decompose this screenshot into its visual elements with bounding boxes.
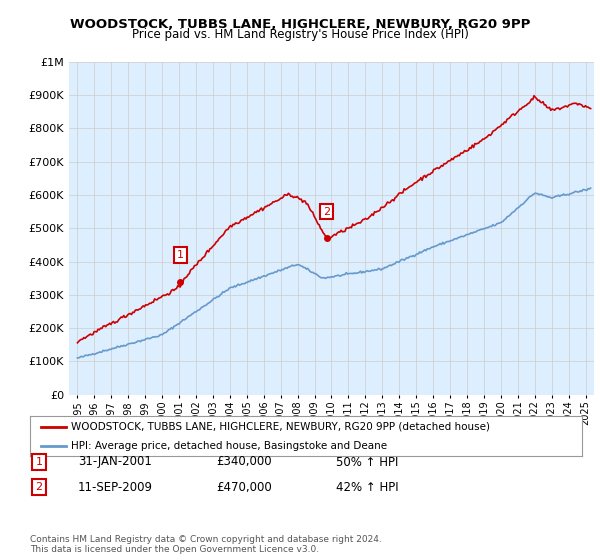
- Text: Price paid vs. HM Land Registry's House Price Index (HPI): Price paid vs. HM Land Registry's House …: [131, 28, 469, 41]
- Text: Contains HM Land Registry data © Crown copyright and database right 2024.: Contains HM Land Registry data © Crown c…: [30, 535, 382, 544]
- Text: 11-SEP-2009: 11-SEP-2009: [78, 480, 153, 494]
- Text: WOODSTOCK, TUBBS LANE, HIGHCLERE, NEWBURY, RG20 9PP (detached house): WOODSTOCK, TUBBS LANE, HIGHCLERE, NEWBUR…: [71, 422, 490, 432]
- Text: This data is licensed under the Open Government Licence v3.0.: This data is licensed under the Open Gov…: [30, 545, 319, 554]
- Text: WOODSTOCK, TUBBS LANE, HIGHCLERE, NEWBURY, RG20 9PP: WOODSTOCK, TUBBS LANE, HIGHCLERE, NEWBUR…: [70, 18, 530, 31]
- Text: 2: 2: [323, 207, 330, 217]
- Text: 1: 1: [35, 457, 43, 467]
- Text: £340,000: £340,000: [216, 455, 272, 469]
- Text: 31-JAN-2001: 31-JAN-2001: [78, 455, 152, 469]
- Text: 42% ↑ HPI: 42% ↑ HPI: [336, 480, 398, 494]
- Text: £470,000: £470,000: [216, 480, 272, 494]
- Text: 50% ↑ HPI: 50% ↑ HPI: [336, 455, 398, 469]
- Text: HPI: Average price, detached house, Basingstoke and Deane: HPI: Average price, detached house, Basi…: [71, 441, 388, 451]
- Text: 2: 2: [35, 482, 43, 492]
- Text: 1: 1: [177, 250, 184, 260]
